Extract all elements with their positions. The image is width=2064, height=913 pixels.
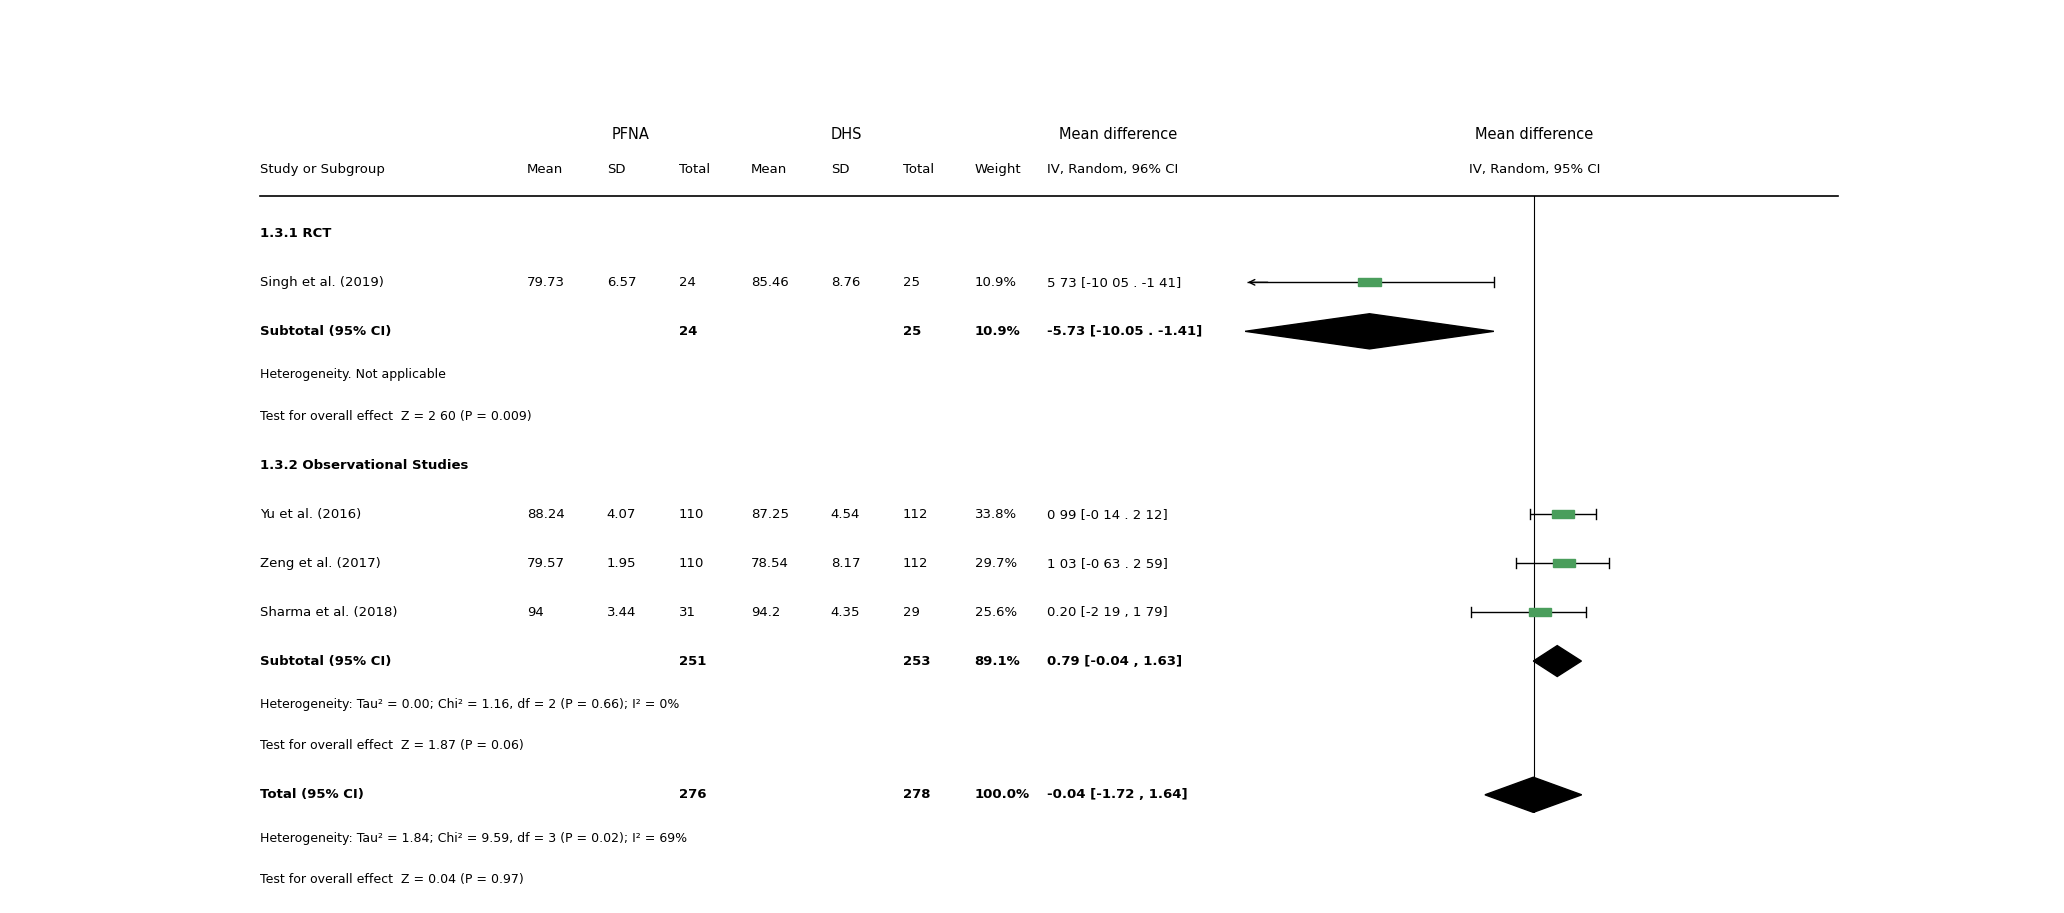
Text: SD: SD — [830, 163, 848, 176]
Polygon shape — [1484, 777, 1581, 813]
Text: Singh et al. (2019): Singh et al. (2019) — [260, 276, 384, 289]
Text: Heterogeneity. Not applicable: Heterogeneity. Not applicable — [260, 368, 446, 381]
Text: 79.73: 79.73 — [526, 276, 566, 289]
Text: 94: 94 — [526, 605, 543, 618]
Text: Sharma et al. (2018): Sharma et al. (2018) — [260, 605, 396, 618]
Polygon shape — [1358, 278, 1381, 287]
Text: 88.24: 88.24 — [526, 508, 563, 520]
Text: Subtotal (95% CI): Subtotal (95% CI) — [260, 655, 390, 667]
Text: 0.79 [-0.04 , 1.63]: 0.79 [-0.04 , 1.63] — [1046, 655, 1183, 667]
Text: Mean: Mean — [751, 163, 786, 176]
Text: 0 99 [-0 14 . 2 12]: 0 99 [-0 14 . 2 12] — [1046, 508, 1168, 520]
Text: 8.17: 8.17 — [830, 557, 861, 570]
Text: Test for overall effect  Z = 0.04 (P = 0.97): Test for overall effect Z = 0.04 (P = 0.… — [260, 873, 524, 886]
Text: 5 73 [-10 05 . -1 41]: 5 73 [-10 05 . -1 41] — [1046, 276, 1181, 289]
Polygon shape — [1534, 645, 1581, 677]
Text: SD: SD — [607, 163, 625, 176]
Text: 253: 253 — [902, 655, 931, 667]
Text: 24: 24 — [679, 325, 698, 338]
Text: 94.2: 94.2 — [751, 605, 780, 618]
Text: Test for overall effect  Z = 2 60 (P = 0.009): Test for overall effect Z = 2 60 (P = 0.… — [260, 410, 530, 423]
Text: 31: 31 — [679, 605, 696, 618]
Text: Mean difference: Mean difference — [1476, 127, 1593, 142]
Text: 278: 278 — [902, 788, 931, 802]
Text: IV, Random, 96% CI: IV, Random, 96% CI — [1046, 163, 1179, 176]
Text: 0.20 [-2 19 , 1 79]: 0.20 [-2 19 , 1 79] — [1046, 605, 1168, 618]
Text: 112: 112 — [902, 508, 929, 520]
Text: 1.3.2 Observational Studies: 1.3.2 Observational Studies — [260, 458, 469, 471]
Text: 24: 24 — [679, 276, 696, 289]
Text: 10.9%: 10.9% — [974, 325, 1020, 338]
Text: 4.35: 4.35 — [830, 605, 861, 618]
Text: 10.9%: 10.9% — [974, 276, 1018, 289]
Text: 110: 110 — [679, 557, 704, 570]
Text: Heterogeneity: Tau² = 1.84; Chi² = 9.59, df = 3 (P = 0.02); I² = 69%: Heterogeneity: Tau² = 1.84; Chi² = 9.59,… — [260, 832, 687, 845]
Text: 3.44: 3.44 — [607, 605, 636, 618]
Text: 85.46: 85.46 — [751, 276, 788, 289]
Text: Yu et al. (2016): Yu et al. (2016) — [260, 508, 361, 520]
Text: 251: 251 — [679, 655, 706, 667]
Text: Mean: Mean — [526, 163, 563, 176]
Text: 79.57: 79.57 — [526, 557, 566, 570]
Text: Total (95% CI): Total (95% CI) — [260, 788, 363, 802]
Text: 25.6%: 25.6% — [974, 605, 1018, 618]
Text: 25: 25 — [902, 276, 921, 289]
Text: 1.3.1 RCT: 1.3.1 RCT — [260, 226, 330, 240]
Text: Weight: Weight — [974, 163, 1022, 176]
Text: 87.25: 87.25 — [751, 508, 788, 520]
Text: Test for overall effect  Z = 1.87 (P = 0.06): Test for overall effect Z = 1.87 (P = 0.… — [260, 740, 524, 752]
Text: 112: 112 — [902, 557, 929, 570]
Text: 4.07: 4.07 — [607, 508, 636, 520]
Text: -5.73 [-10.05 . -1.41]: -5.73 [-10.05 . -1.41] — [1046, 325, 1201, 338]
Text: 110: 110 — [679, 508, 704, 520]
Polygon shape — [1552, 510, 1575, 519]
Polygon shape — [1245, 314, 1494, 349]
Text: Study or Subgroup: Study or Subgroup — [260, 163, 384, 176]
Text: 1 03 [-0 63 . 2 59]: 1 03 [-0 63 . 2 59] — [1046, 557, 1168, 570]
Text: 78.54: 78.54 — [751, 557, 788, 570]
Text: 8.76: 8.76 — [830, 276, 861, 289]
Text: 33.8%: 33.8% — [974, 508, 1018, 520]
Text: 29: 29 — [902, 605, 921, 618]
Text: 276: 276 — [679, 788, 706, 802]
Text: DHS: DHS — [832, 127, 863, 142]
Text: Mean difference: Mean difference — [1059, 127, 1179, 142]
Text: Heterogeneity: Tau² = 0.00; Chi² = 1.16, df = 2 (P = 0.66); I² = 0%: Heterogeneity: Tau² = 0.00; Chi² = 1.16,… — [260, 698, 679, 711]
Text: IV, Random, 95% CI: IV, Random, 95% CI — [1470, 163, 1600, 176]
Text: PFNA: PFNA — [611, 127, 650, 142]
Text: -0.04 [-1.72 , 1.64]: -0.04 [-1.72 , 1.64] — [1046, 788, 1187, 802]
Polygon shape — [1529, 608, 1552, 616]
Text: 25: 25 — [902, 325, 921, 338]
Text: 4.54: 4.54 — [830, 508, 861, 520]
Text: Total: Total — [679, 163, 710, 176]
Text: 29.7%: 29.7% — [974, 557, 1018, 570]
Text: Total: Total — [902, 163, 933, 176]
Text: 100.0%: 100.0% — [974, 788, 1030, 802]
Text: Zeng et al. (2017): Zeng et al. (2017) — [260, 557, 380, 570]
Text: Subtotal (95% CI): Subtotal (95% CI) — [260, 325, 390, 338]
Text: 1.95: 1.95 — [607, 557, 636, 570]
Text: 89.1%: 89.1% — [974, 655, 1020, 667]
Text: 6.57: 6.57 — [607, 276, 636, 289]
Polygon shape — [1552, 559, 1575, 567]
